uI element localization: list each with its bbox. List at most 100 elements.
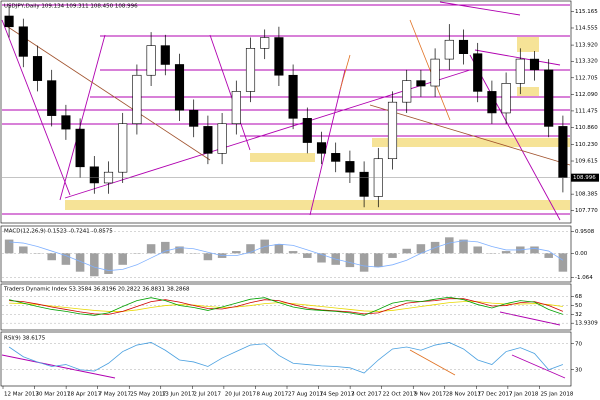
y-tick-label: 113.920 [575, 43, 598, 49]
histogram-bar [558, 253, 568, 272]
indicator-line [8, 342, 564, 374]
zone [372, 138, 570, 147]
x-tick-label: 18 Apr 2017 [67, 392, 102, 398]
y-tick-label: 107.770 [575, 208, 598, 214]
candle-body [430, 58, 440, 87]
frame [0, 283, 572, 331]
x-tick-label: 9 Nov 2017 [414, 392, 446, 398]
histogram-bar [246, 244, 255, 254]
histogram-bar [416, 244, 426, 254]
trend-line [339, 54, 351, 91]
y-tick-label: 108.385 [575, 192, 598, 198]
candle-body [47, 80, 57, 116]
trend-line [59, 34, 106, 201]
histogram-bar [288, 251, 298, 254]
histogram-bar [104, 253, 113, 274]
y-tick-label: -1.064 [575, 275, 593, 281]
y-tick-label: 13.9309 [575, 321, 598, 327]
y-tick-label: 112.090 [575, 92, 598, 98]
candle-body [529, 58, 540, 71]
frame [0, 331, 572, 387]
candle-body [174, 64, 185, 111]
y-tick-label: 111.475 [575, 108, 598, 114]
candle-body [473, 53, 483, 92]
panel-title: USDJPY,Daily 109.134 109.311 108.450 108… [4, 4, 138, 10]
x-tick-label: 3 Oct 2017 [351, 392, 382, 398]
x-tick-label: 7 May 2017 [99, 392, 132, 398]
y-tick-label: 70 [575, 341, 582, 347]
last-price-label: 108.996 [573, 175, 596, 181]
candle-body [75, 128, 85, 168]
histogram-bar [232, 251, 241, 254]
candle-body [515, 58, 525, 84]
histogram-bar [388, 253, 397, 258]
zone [65, 200, 570, 210]
candle-body [288, 74, 298, 119]
trend-line [309, 69, 346, 216]
candle-body [345, 161, 355, 173]
trend-line [1, 354, 116, 379]
histogram-bar [90, 253, 99, 277]
histogram-bar [118, 253, 127, 265]
candle-body [558, 126, 568, 178]
frame [0, 0, 572, 224]
y-tick-label: 0.9508 [575, 229, 595, 235]
plot: USDJPY,Daily 109.134 109.311 108.450 108… [2, 4, 599, 374]
candle-body [231, 91, 241, 125]
trend-line [1, 19, 71, 196]
trend-line [511, 354, 566, 379]
candle-body [402, 80, 412, 103]
candle-body [32, 56, 43, 81]
y-tick-label: 109.615 [575, 159, 598, 165]
indicator-line [9, 301, 563, 312]
candle-body [89, 166, 99, 184]
candle-body [61, 115, 71, 130]
candle-body [132, 74, 142, 125]
histogram-bar [4, 239, 14, 254]
histogram-bar [303, 253, 312, 258]
trend-line [474, 49, 561, 66]
candle-body [203, 126, 213, 154]
y-tick-label: 115.165 [575, 9, 598, 15]
x-tick-label: 28 Nov 2017 [446, 392, 482, 398]
candle-body [387, 101, 398, 160]
zone [250, 153, 315, 162]
candle-body [146, 45, 156, 76]
frame [0, 225, 572, 283]
x-tick-label: 7 Jan 2018 [509, 392, 539, 398]
y-tick-label: 30 [575, 367, 582, 373]
x-tick-label: 8 Aug 2017 [256, 392, 288, 398]
histogram-bar [175, 246, 184, 254]
candle-body [260, 37, 270, 49]
candle-body [359, 171, 369, 197]
candle-body [416, 80, 426, 87]
candle-body [316, 142, 327, 154]
x-tick-label: 2 Jul 2017 [193, 392, 221, 398]
histogram-bar [47, 253, 56, 261]
y-tick-label: 32 [575, 312, 582, 318]
histogram-bar [345, 253, 355, 268]
candle-body [18, 26, 28, 57]
candle-body [544, 69, 554, 127]
candle-body [487, 91, 497, 114]
candle-body [458, 39, 469, 55]
histogram-bar [501, 251, 511, 254]
histogram-bar [473, 246, 482, 254]
histogram-bar [445, 237, 454, 254]
candle-body [189, 109, 199, 127]
y-tick-label: 114.555 [575, 25, 598, 31]
x-tick-label: 20 Jul 2017 [225, 392, 257, 398]
last-price-box [571, 173, 599, 182]
indicator-line [9, 296, 564, 316]
histogram-bar [317, 253, 326, 263]
histogram-bar [75, 253, 85, 272]
y-tick-label: 110.860 [575, 125, 598, 131]
y-tick-label: 110.230 [575, 142, 598, 148]
candle-body [4, 15, 14, 28]
x-tick-label: 12 Mar 2017 [4, 392, 39, 398]
zones [65, 37, 570, 210]
candle-body [274, 37, 284, 76]
histogram-bar [161, 241, 170, 254]
panel-title: RSI(9) 38.6175 [4, 336, 46, 342]
zone [517, 87, 539, 96]
